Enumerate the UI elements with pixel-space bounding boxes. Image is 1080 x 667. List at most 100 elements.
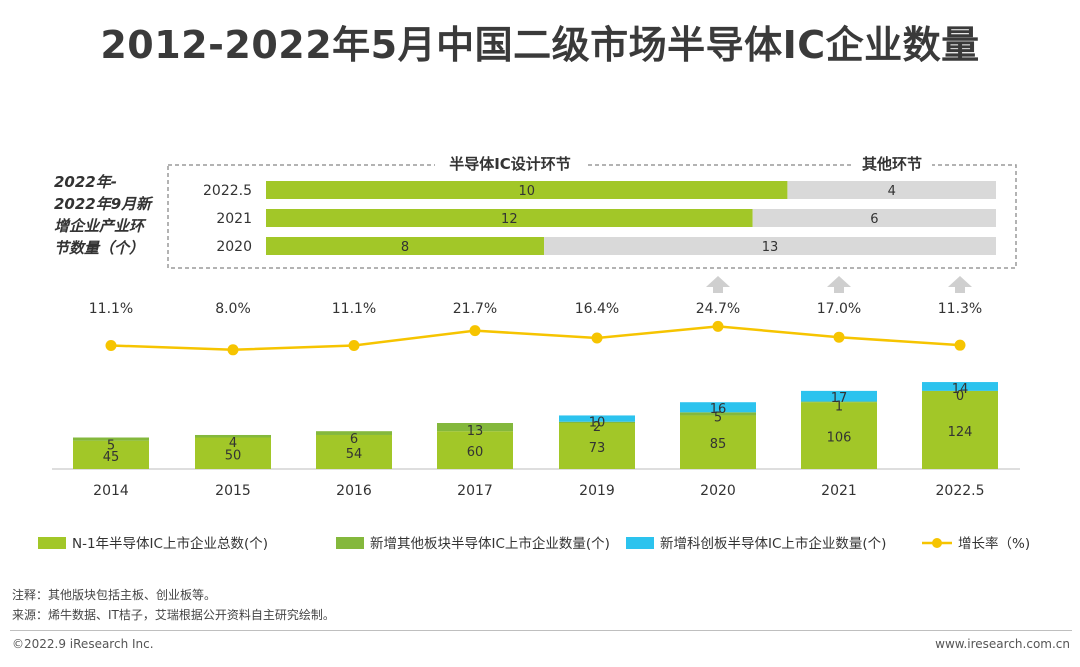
section-label: 其他环节: [862, 155, 922, 173]
growth-label: 8.0%: [215, 301, 251, 317]
bar-base: [559, 423, 635, 469]
x-tick-label: 2022.5: [936, 483, 985, 499]
legend-swatch: [38, 537, 66, 549]
growth-point: [105, 339, 117, 351]
bar-other-board: [559, 421, 635, 424]
growth-point: [469, 325, 481, 337]
top-chart-side-label: 2022年-: [54, 173, 117, 191]
x-tick-label: 2019: [579, 483, 615, 499]
bar-base-value: 73: [589, 441, 606, 456]
bar-other-value: 0: [956, 389, 964, 404]
top-chart-frame: [167, 164, 1017, 269]
section-label-bg: [852, 154, 932, 174]
bar-other-value: 1: [835, 400, 843, 415]
top-bar-design: [266, 209, 753, 227]
legend-line-marker: [932, 538, 942, 548]
bar-other-board: [73, 437, 149, 441]
bar-other-value: 13: [467, 424, 484, 439]
bar-base: [316, 434, 392, 469]
growth-label: 16.4%: [575, 301, 619, 317]
legend-swatch: [336, 537, 364, 549]
bar-base-value: 50: [225, 448, 242, 463]
bar-base: [437, 431, 513, 469]
chart-source: 来源：烯牛数据、IT桔子，艾瑞根据公开资料自主研究绘制。: [12, 608, 335, 622]
bar-base: [801, 402, 877, 469]
growth-label: 24.7%: [696, 301, 740, 317]
bar-star-value: 17: [831, 391, 848, 406]
top-bar-design-value: 8: [401, 240, 409, 255]
bar-other-board: [680, 412, 756, 416]
top-bar-design-value: 12: [501, 212, 518, 227]
bar-base: [195, 437, 271, 469]
top-row-label: 2022.5: [203, 183, 252, 199]
top-chart-side-label: 节数量（个）: [54, 239, 144, 257]
bar-other-board: [801, 401, 877, 403]
top-bar-other-value: 13: [762, 240, 779, 255]
footer-website: www.iresearch.com.cn: [935, 637, 1070, 651]
x-tick-label: 2016: [336, 483, 372, 499]
bar-star-board: [922, 382, 998, 391]
bar-other-value: 2: [593, 420, 601, 435]
top-chart-side-label: 增企业产业环: [54, 217, 147, 235]
top-chart-side-label: 2022年9月新: [54, 195, 154, 213]
top-row-label: 2021: [216, 211, 252, 227]
top-bar-design: [266, 237, 545, 255]
bar-star-value: 10: [589, 415, 606, 430]
top-row-label: 2020: [216, 239, 252, 255]
x-tick-label: 2021: [821, 483, 857, 499]
up-arrow-icon: [948, 276, 972, 293]
bar-other-board: [316, 431, 392, 435]
top-bar-other-value: 4: [888, 184, 896, 199]
legend-swatch: [626, 537, 654, 549]
bar-star-board: [680, 402, 756, 413]
legend-label: 新增其他板块半导体IC上市企业数量(个): [370, 535, 610, 552]
bar-other-board: [437, 423, 513, 432]
bar-star-value: 14: [952, 382, 969, 397]
bar-other-value: 5: [714, 410, 722, 425]
up-arrow-icon: [706, 276, 730, 293]
growth-line: [110, 325, 961, 352]
bar-base-value: 54: [346, 447, 363, 462]
x-tick-label: 2015: [215, 483, 251, 499]
bar-base: [922, 390, 998, 469]
growth-point: [348, 339, 360, 351]
bar-other-value: 4: [229, 436, 237, 451]
growth-label: 11.3%: [938, 301, 982, 317]
growth-label: 11.1%: [332, 301, 376, 317]
page-title: 2012-2022年5月中国二级市场半导体IC企业数量: [100, 23, 980, 67]
footer-divider: [10, 630, 1072, 631]
top-bar-other: [787, 181, 996, 199]
bar-base-value: 60: [467, 445, 484, 460]
x-tick-label: 2014: [93, 483, 129, 499]
growth-label: 21.7%: [453, 301, 497, 317]
growth-point: [954, 339, 966, 351]
bar-other-board: [195, 434, 271, 438]
bar-base: [73, 440, 149, 469]
legend-label: 新增科创板半导体IC上市企业数量(个): [660, 535, 886, 552]
chart-note: 注释：其他版块包括主板、创业板等。: [12, 588, 217, 602]
top-bar-other-value: 6: [870, 212, 878, 227]
bar-base-value: 124: [948, 425, 973, 440]
growth-point: [833, 331, 845, 343]
x-tick-label: 2020: [700, 483, 736, 499]
legend-label: 增长率（%): [958, 535, 1030, 552]
bar-star-board: [559, 415, 635, 422]
bar-star-value: 16: [710, 402, 727, 417]
growth-point: [591, 332, 603, 344]
top-bar-design: [266, 181, 788, 199]
bar-star-board: [801, 390, 877, 402]
bar-base-value: 85: [710, 437, 727, 452]
section-label-bg: [435, 154, 585, 174]
top-bar-other: [544, 237, 996, 255]
x-tick-label: 2017: [457, 483, 493, 499]
up-arrow-icon: [827, 276, 851, 293]
bar-base: [680, 415, 756, 469]
bar-other-value: 5: [107, 439, 115, 454]
section-label: 半导体IC设计环节: [449, 155, 571, 173]
bar-base-value: 45: [103, 450, 120, 465]
growth-label: 11.1%: [89, 301, 133, 317]
legend-label: N-1年半导体IC上市企业总数(个): [72, 535, 268, 552]
growth-point: [712, 320, 724, 332]
bar-other-value: 6: [350, 432, 358, 447]
